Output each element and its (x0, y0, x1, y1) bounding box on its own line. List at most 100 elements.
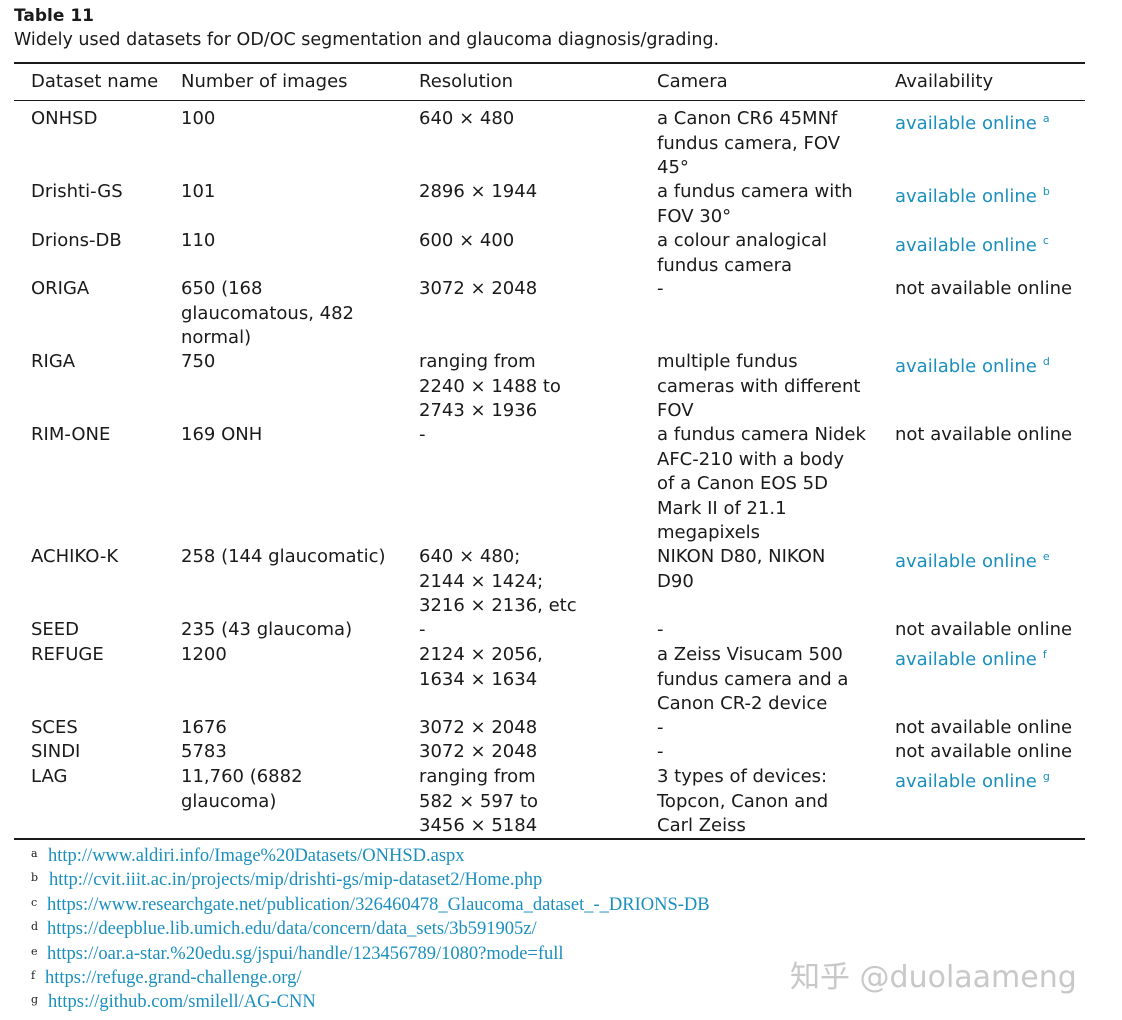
image-count: glaucomatous, 482 (181, 302, 354, 324)
footnote-marker[interactable]: f (1042, 648, 1047, 661)
table-title: Table 11 (14, 6, 94, 26)
availability-text: not available online (895, 740, 1072, 765)
footnote-marker[interactable]: a (1042, 112, 1050, 125)
availability-label: not available online (895, 741, 1073, 762)
header-camera: Camera (657, 71, 728, 92)
dataset-name: RIM-ONE (31, 424, 111, 445)
availability-label[interactable]: available online (895, 649, 1037, 670)
image-count: 1200 (181, 644, 227, 665)
availability-text: not available online (895, 423, 1072, 448)
image-count: 5783 (181, 741, 227, 762)
camera: FOV 30° (657, 205, 732, 227)
resolution: 2124 × 2056, (419, 644, 543, 665)
availability-link[interactable]: available online g (895, 765, 1050, 795)
image-count: 1676 (181, 717, 227, 738)
availability-label[interactable]: available online (895, 113, 1037, 134)
camera: Canon CR-2 device (657, 693, 828, 714)
dataset-name: SINDI (31, 741, 81, 762)
camera: megapixels (657, 522, 761, 543)
resolution: ranging from (419, 766, 536, 787)
footnote-url-link[interactable]: https://deepblue.lib.umich.edu/data/conc… (47, 919, 537, 939)
resolution: 2743 × 1936 (419, 400, 538, 421)
camera: - (657, 717, 664, 738)
availability-text: not available online (895, 716, 1072, 741)
image-count: glaucoma) (181, 790, 277, 812)
camera: - (657, 619, 664, 640)
camera: of a Canon EOS 5D (657, 473, 828, 494)
camera: fundus camera (657, 254, 793, 276)
image-count: 110 (181, 230, 216, 251)
availability-label[interactable]: available online (895, 186, 1037, 207)
resolution: ranging from (419, 351, 536, 372)
footnote-marker[interactable]: g (1042, 770, 1050, 783)
dataset-name: SEED (31, 619, 80, 640)
dataset-name: SCES (31, 717, 78, 738)
availability-link[interactable]: available online f (895, 643, 1047, 673)
availability-link[interactable]: available online d (895, 350, 1050, 380)
availability-label[interactable]: available online (895, 235, 1037, 256)
image-count: 11,760 (6882 (181, 766, 303, 787)
footnote-marker[interactable]: c (1042, 234, 1049, 247)
availability-label[interactable]: available online (895, 356, 1037, 377)
camera: a Zeiss Visucam 500 (657, 644, 843, 665)
top-rule (14, 62, 1085, 64)
dataset-name: Drishti-GS (31, 181, 123, 202)
camera: fundus camera and a (657, 668, 849, 690)
camera: D90 (657, 570, 694, 592)
image-count: 235 (43 glaucoma) (181, 619, 353, 640)
footnote-mark: e (31, 945, 38, 958)
camera: multiple fundus (657, 351, 798, 372)
availability-label: not available online (895, 278, 1073, 299)
availability-link[interactable]: available online a (895, 107, 1050, 137)
footnote-mark: f (31, 969, 36, 982)
image-count: 650 (168 (181, 278, 263, 299)
footnote-url-link[interactable]: https://oar.a-star.%20edu.sg/jspui/handl… (47, 944, 564, 964)
availability-link[interactable]: available online c (895, 229, 1049, 259)
availability-label: not available online (895, 717, 1073, 738)
header-rule (14, 100, 1085, 101)
camera: - (657, 278, 664, 299)
watermark: 知乎 @duolaameng (790, 960, 1077, 995)
camera: fundus camera, FOV (657, 132, 841, 154)
header-resolution: Resolution (419, 71, 514, 92)
camera: 3 types of devices: (657, 766, 828, 787)
image-count: 750 (181, 351, 216, 372)
resolution: 3216 × 2136, etc (419, 595, 577, 616)
resolution: 640 × 480 (419, 108, 515, 129)
camera: a colour analogical (657, 230, 828, 251)
resolution: 640 × 480; (419, 546, 521, 567)
footnote-mark: g (31, 993, 39, 1006)
footnote-url-link[interactable]: https://refuge.grand-challenge.org/ (45, 968, 302, 988)
footnote-url-link[interactable]: http://www.aldiri.info/Image%20Datasets/… (48, 846, 465, 866)
footnote-marker[interactable]: d (1042, 355, 1050, 368)
dataset-name: ORIGA (31, 278, 90, 299)
availability-label[interactable]: available online (895, 771, 1037, 792)
camera: 45° (657, 157, 689, 178)
dataset-name: LAG (31, 766, 68, 787)
resolution: 2896 × 1944 (419, 181, 538, 202)
image-count: 258 (144 glaucomatic) (181, 546, 386, 567)
footnote-mark: d (31, 920, 39, 933)
availability-link[interactable]: available online e (895, 545, 1050, 575)
image-count: 101 (181, 181, 216, 202)
image-count: 169 ONH (181, 424, 263, 445)
resolution: 1634 × 1634 (419, 668, 538, 690)
camera: FOV (657, 400, 694, 421)
resolution: 2144 × 1424; (419, 570, 544, 592)
resolution: 3456 × 5184 (419, 815, 538, 836)
camera: cameras with different (657, 375, 861, 397)
table-caption: Widely used datasets for OD/OC segmentat… (14, 30, 720, 50)
bottom-rule (14, 838, 1085, 840)
footnote-mark: a (31, 847, 38, 860)
footnote-url-link[interactable]: https://github.com/smilell/AG-CNN (48, 992, 316, 1012)
footnote-url-link[interactable]: http://cvit.iiit.ac.in/projects/mip/dris… (49, 870, 543, 890)
footnote-marker[interactable]: e (1042, 550, 1050, 563)
camera: AFC-210 with a body (657, 448, 844, 470)
dataset-name: RIGA (31, 351, 76, 372)
availability-link[interactable]: available online b (895, 180, 1050, 210)
availability-label[interactable]: available online (895, 551, 1037, 572)
availability-text: not available online (895, 618, 1072, 643)
footnote-marker[interactable]: b (1042, 185, 1050, 198)
footnote-url-link[interactable]: https://www.researchgate.net/publication… (47, 895, 710, 915)
footnote-mark: c (31, 896, 38, 909)
